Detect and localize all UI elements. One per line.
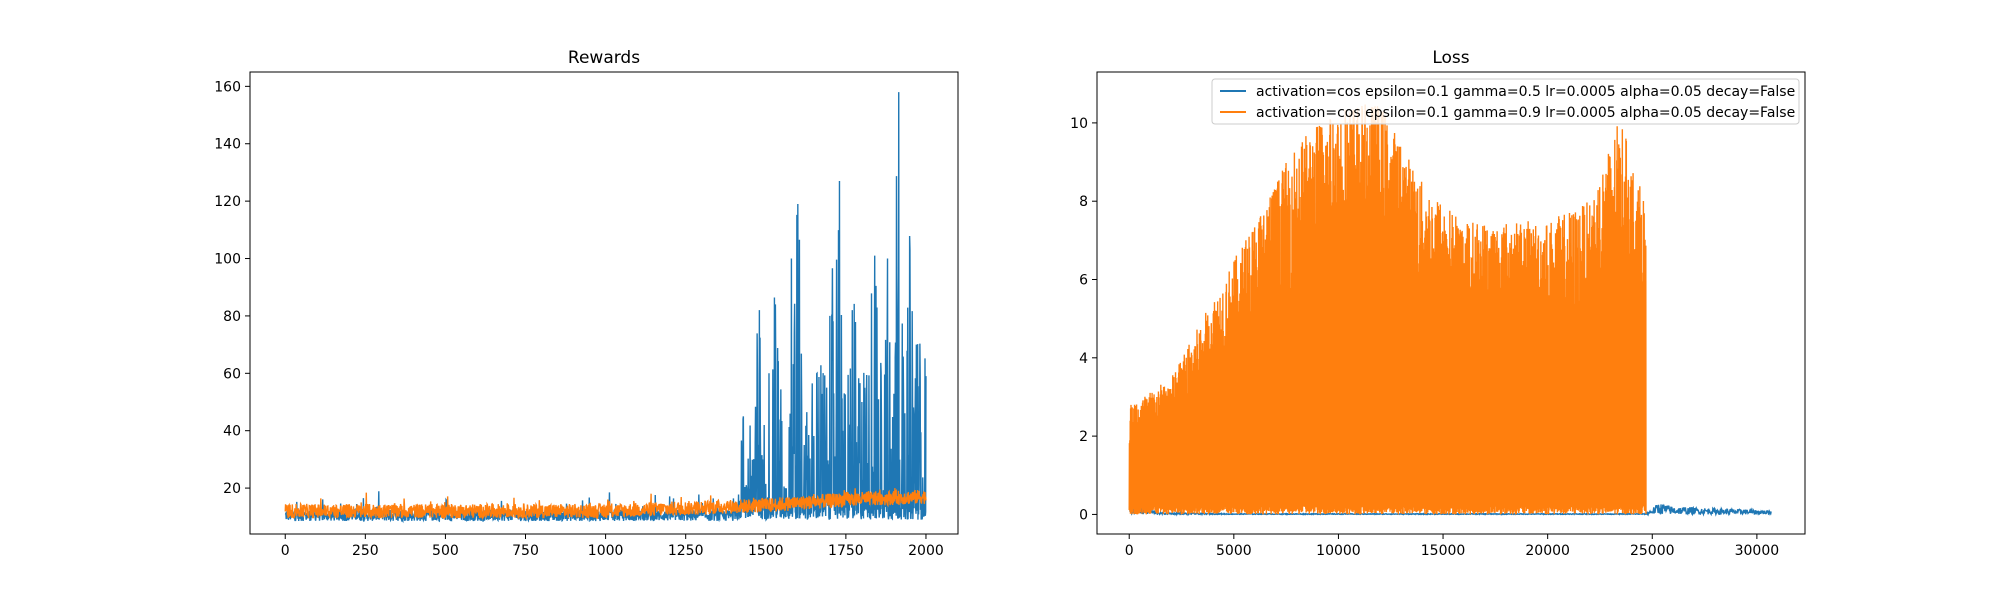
y-tick-label: 8	[1079, 194, 1088, 210]
rewards-marks	[284, 92, 927, 524]
rewards-title: Rewards	[568, 48, 640, 68]
x-tick-label: 0	[281, 543, 290, 559]
y-tick-label: 160	[214, 79, 241, 95]
x-tick-label: 500	[432, 543, 459, 559]
loss-marks	[1128, 104, 1772, 517]
loss-ticks: 0 5000 10000 15000 20000 25000 30000 0 2 4 6 8 10	[1070, 116, 1779, 559]
loss-frame	[1096, 71, 1806, 535]
loss-title: Loss	[1432, 48, 1469, 68]
x-tick-label: 1250	[668, 543, 704, 559]
rewards-frame	[249, 71, 959, 535]
y-tick-label: 60	[223, 366, 241, 382]
x-tick-label: 1750	[828, 543, 864, 559]
x-tick-label: 20000	[1525, 543, 1570, 559]
y-tick-label: 4	[1079, 351, 1088, 367]
x-tick-label: 250	[352, 543, 379, 559]
rewards-chart: 0 250 500 750 1000 1250 1500 1750 2000 20 40 60 80 10…	[214, 48, 959, 559]
x-tick-label: 15000	[1421, 543, 1466, 559]
rewards-series-1-line	[284, 488, 927, 520]
y-tick-label: 20	[223, 481, 241, 497]
legend-box	[1211, 78, 1800, 125]
y-tick-label: 2	[1079, 429, 1088, 445]
x-tick-label: 1000	[588, 543, 624, 559]
legend-label-series-1: activation=cos epsilon=0.1 gamma=0.9 lr=…	[1256, 105, 1795, 121]
legend-label-series-0: activation=cos epsilon=0.1 gamma=0.5 lr=…	[1256, 84, 1795, 100]
x-tick-label: 2000	[908, 543, 944, 559]
loss-series-0-line	[1128, 503, 1772, 517]
y-tick-label: 10	[1070, 116, 1088, 132]
x-tick-label: 0	[1125, 543, 1134, 559]
x-tick-label: 750	[512, 543, 539, 559]
y-tick-label: 80	[223, 309, 241, 325]
x-tick-label: 10000	[1316, 543, 1361, 559]
loss-series-1-line	[1128, 104, 1647, 515]
rewards-ticks: 0 250 500 750 1000 1250 1500 1750 2000 20 40 60 80 10…	[214, 79, 944, 559]
x-tick-label: 1500	[748, 543, 784, 559]
x-tick-label: 5000	[1216, 543, 1252, 559]
loss-chart: 0 5000 10000 15000 20000 25000 30000 0 2 4 6 8 10 Lo…	[1070, 48, 1806, 559]
loss-legend: activation=cos epsilon=0.1 gamma=0.5 lr=…	[1211, 78, 1800, 125]
y-tick-label: 120	[214, 194, 241, 210]
x-tick-label: 25000	[1630, 543, 1675, 559]
y-tick-label: 40	[223, 424, 241, 440]
y-tick-label: 6	[1079, 273, 1088, 289]
x-tick-label: 30000	[1735, 543, 1780, 559]
y-tick-label: 100	[214, 252, 241, 268]
y-tick-label: 140	[214, 137, 241, 153]
y-tick-label: 0	[1079, 507, 1088, 523]
